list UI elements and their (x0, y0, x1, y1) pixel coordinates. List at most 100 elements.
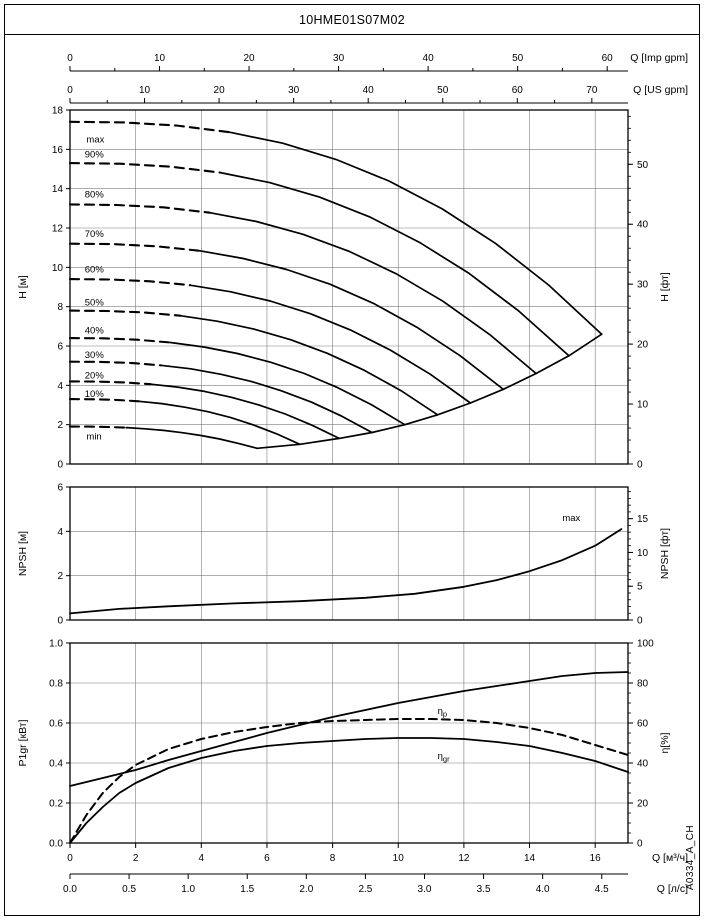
series-label-p60: 60% (85, 264, 105, 275)
y-axis-label-left: P1gr [кВт] (17, 719, 29, 766)
series-label-p30: 30% (85, 350, 105, 361)
scale-tick-label: 50 (437, 85, 449, 96)
scale-tick-label: 40 (423, 53, 435, 64)
series-label-p70: 70% (85, 229, 105, 240)
y-tick-label-left: 0.0 (49, 839, 63, 850)
axis-imp-gpm: 0 10 20 30 40 50 60 Q [Imp gpm] (67, 52, 688, 72)
y-tick-label-left: 14 (52, 184, 64, 195)
chart-title: 10HME01S07M02 (298, 12, 406, 27)
series-max (228, 131, 603, 336)
scale-axis-label: Q [Imp gpm] (630, 52, 688, 64)
axis-m3h: 0 2 4 6 8 10 12 14 16 Q [м³/ч] (67, 843, 688, 864)
series-eta_p (69, 718, 629, 844)
y-axis-label-left: NPSH [м] (17, 531, 29, 576)
x-tick-label: 12 (458, 853, 470, 864)
x-tick-label: 2 (133, 853, 139, 864)
y-tick-label-right: 50 (637, 160, 649, 171)
y-tick-label-left: 2 (57, 571, 63, 582)
series-p30 (159, 364, 373, 434)
y-tick-label-left: 6 (57, 483, 63, 494)
x-tick-label: 8 (330, 853, 336, 864)
scale-tick-label: 40 (363, 85, 375, 96)
x-axis-label: Q [л/с] (657, 883, 688, 895)
x-tick-label: 3.5 (477, 884, 491, 895)
plot-frame (69, 109, 629, 465)
series-npsh_max (69, 528, 623, 615)
scale-tick-label: 50 (512, 53, 524, 64)
axis-ls: 0.0 0.5 1.0 1.5 2.0 2.5 3.0 3.5 4.0 4.5 Q [л/с] (63, 873, 688, 895)
scale-axis-label: Q [US gpm] (633, 84, 688, 96)
y-tick-label-right: 20 (637, 340, 649, 351)
scale-tick-label: 10 (154, 53, 166, 64)
x-tick-label: 4.5 (595, 884, 609, 895)
x-tick-label: 3.0 (418, 884, 432, 895)
series-label-p50: 50% (85, 298, 105, 309)
y-tick-label-left: 6 (57, 342, 63, 353)
series-label-p90: 90% (85, 149, 105, 160)
series-p50-dashed (68, 309, 182, 317)
y-tick-label-left: 8 (57, 302, 63, 313)
series-p70 (199, 249, 505, 391)
x-tick-label: 0 (67, 853, 73, 864)
y-tick-label-right: 0 (637, 460, 643, 471)
series-label-npsh_max: max (562, 513, 580, 524)
y-tick-label-right: 0 (637, 839, 643, 850)
scale-tick-label: 20 (214, 85, 226, 96)
x-tick-label: 16 (590, 853, 602, 864)
series-p70-dashed (68, 242, 202, 252)
scale-tick-label: 70 (586, 85, 598, 96)
y-tick-label-left: 0 (57, 460, 63, 471)
scale-tick-label: 0 (67, 85, 73, 96)
y-tick-label-left: 16 (52, 145, 64, 156)
series-label-p20: 20% (85, 371, 105, 382)
y-tick-label-right: 80 (637, 679, 649, 690)
series-end-of-curve-limit (256, 333, 603, 450)
y-tick-label-left: 4 (57, 527, 63, 538)
plot-head: 0 2 4 6 8 10 12 14 16 18 H [м] 0 10 20 30 40 50 H [фт] max… (17, 106, 671, 471)
series-p20 (149, 383, 341, 440)
y-tick-label-left: 18 (52, 106, 64, 117)
x-axis-label: Q [м³/ч] (652, 852, 688, 864)
y-tick-label-left: 10 (52, 263, 64, 274)
y-tick-label-right: 40 (637, 220, 649, 231)
series-label-sub: p (443, 710, 447, 719)
scale-tick-label: 60 (602, 53, 614, 64)
series-p20-dashed (68, 380, 152, 386)
y-tick-label-right: 5 (637, 582, 643, 593)
series-p60 (189, 284, 472, 404)
series-p10 (138, 400, 301, 446)
scale-tick-label: 30 (333, 53, 345, 64)
y-tick-label-right: 100 (637, 639, 654, 650)
series-P1gr (69, 671, 629, 787)
plot-power: 0.0 0.2 0.4 0.6 0.8 1.0 P1gr [кВт] 0 20 40 60 80 100… (17, 639, 671, 850)
y-tick-label-left: 2 (57, 420, 63, 431)
x-tick-label: 14 (524, 853, 536, 864)
y-tick-label-left: 0.8 (49, 679, 63, 690)
series-label-p10: 10% (85, 389, 105, 400)
x-tick-label: 4 (199, 853, 205, 864)
y-tick-label-right: 40 (637, 759, 649, 770)
y-tick-label-right: 15 (637, 514, 649, 525)
scale-tick-label: 20 (243, 53, 255, 64)
series-min (125, 426, 258, 450)
series-p40-dashed (68, 337, 172, 344)
plot-npsh: 0 2 4 6 NPSH [м] 0 5 10 15 NPSH [фт] max (17, 483, 671, 627)
y-tick-label-left: 0.6 (49, 719, 63, 730)
series-label-p80: 80% (85, 190, 105, 201)
y-tick-label-left: 0.2 (49, 799, 63, 810)
series-eta_gr (69, 737, 629, 844)
y-tick-label-right: 30 (637, 280, 649, 291)
x-tick-label: 2.5 (358, 884, 372, 895)
series-p50 (179, 314, 439, 416)
y-axis-label-right: η[%] (659, 732, 671, 753)
series-p10-dashed (68, 398, 140, 403)
plot-frame (69, 642, 629, 844)
series-p80-dashed (68, 203, 211, 214)
series-min-dashed (68, 425, 128, 429)
y-tick-label-right: 60 (637, 719, 649, 730)
scale-tick-label: 60 (512, 85, 524, 96)
scale-tick-label: 30 (288, 85, 300, 96)
y-tick-label-left: 4 (57, 381, 63, 392)
y-tick-label-right: 10 (637, 548, 649, 559)
